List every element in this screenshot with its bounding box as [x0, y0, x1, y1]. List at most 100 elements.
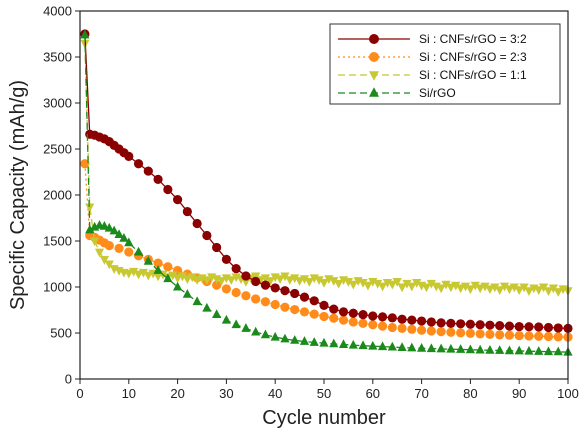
data-point [368, 320, 378, 330]
y-axis: 0 500 1000 1500 2000 2500 3000 3500 4000 [43, 4, 80, 387]
series-line [84, 163, 569, 338]
data-point [319, 278, 329, 288]
data-point [509, 283, 519, 293]
data-point [80, 159, 90, 169]
data-point [495, 321, 505, 331]
data-point [446, 343, 456, 353]
legend-marker [369, 87, 379, 97]
data-point [543, 346, 554, 356]
data-point [436, 318, 446, 328]
data-point [534, 322, 544, 332]
data-point [187, 273, 197, 283]
data-point [417, 316, 427, 326]
data-point [436, 327, 446, 337]
data-point [319, 311, 329, 322]
data-point [104, 260, 114, 270]
data-point [129, 267, 139, 277]
data-point [334, 279, 344, 289]
data-point [348, 308, 358, 318]
data-point [495, 345, 505, 354]
data-point [426, 279, 436, 289]
data-point [304, 278, 314, 287]
data-point [153, 258, 163, 268]
data-point [485, 320, 495, 330]
y-axis-title: Specific Capacity (mAh/g) [7, 80, 29, 310]
data-point [163, 273, 173, 283]
data-point [348, 280, 358, 290]
data-point [475, 284, 485, 294]
data-point [216, 277, 227, 286]
data-point [524, 345, 534, 355]
data-point [319, 300, 329, 310]
data-point [270, 283, 280, 293]
data-point [104, 241, 114, 251]
data-point [412, 278, 422, 288]
data-point [514, 330, 524, 341]
data-point [338, 339, 349, 348]
x-tick-label: 20 [170, 386, 184, 401]
data-point [275, 275, 285, 285]
data-point [124, 247, 134, 257]
data-point [397, 283, 407, 293]
data-point [299, 275, 310, 285]
data-point [392, 278, 402, 287]
data-point [241, 323, 251, 332]
data-point [153, 265, 163, 274]
data-point [241, 291, 251, 301]
data-point [299, 336, 310, 345]
series-3 [80, 39, 573, 297]
data-point [280, 286, 290, 296]
data-point [290, 274, 300, 284]
data-point [451, 281, 461, 291]
data-point [202, 302, 212, 312]
data-point [173, 281, 183, 291]
data-point [485, 329, 495, 339]
x-tick-label: 50 [317, 386, 331, 401]
data-point [168, 271, 178, 281]
data-point [251, 276, 261, 287]
data-point [299, 307, 310, 317]
data-point [441, 280, 451, 290]
legend-label: Si : CNFs/rGO = 2:3 [419, 50, 527, 64]
data-point [329, 313, 339, 323]
data-point [495, 330, 505, 340]
data-point [514, 345, 524, 355]
data-point [260, 329, 271, 339]
data-point [309, 337, 319, 346]
data-point [387, 313, 397, 323]
data-point [90, 237, 100, 247]
data-point [358, 278, 368, 288]
data-point [504, 345, 515, 355]
x-tick-label: 60 [366, 386, 380, 401]
data-point [329, 338, 339, 348]
data-point [514, 286, 524, 296]
data-point [553, 323, 563, 333]
data-point [285, 276, 295, 285]
x-tick-label: 10 [122, 386, 136, 401]
legend-marker [369, 71, 379, 81]
data-point [109, 225, 119, 235]
data-point [377, 341, 388, 351]
series-2 [80, 159, 573, 342]
data-point [221, 314, 231, 324]
data-point [314, 276, 324, 285]
data-point [524, 322, 534, 332]
data-point [343, 278, 353, 287]
data-point [163, 184, 173, 195]
data-point [475, 320, 485, 330]
data-point [182, 275, 192, 285]
data-point [465, 285, 475, 295]
data-point [177, 272, 188, 282]
data-point [114, 243, 124, 253]
data-point [456, 284, 466, 294]
data-point [221, 284, 231, 294]
data-point [251, 326, 261, 336]
data-point [231, 264, 241, 274]
data-point [173, 195, 183, 205]
x-tick-label: 100 [557, 386, 579, 401]
data-point [270, 331, 280, 341]
data-point [104, 222, 114, 232]
data-point [290, 335, 300, 344]
data-point [241, 278, 251, 287]
data-point [290, 288, 300, 299]
